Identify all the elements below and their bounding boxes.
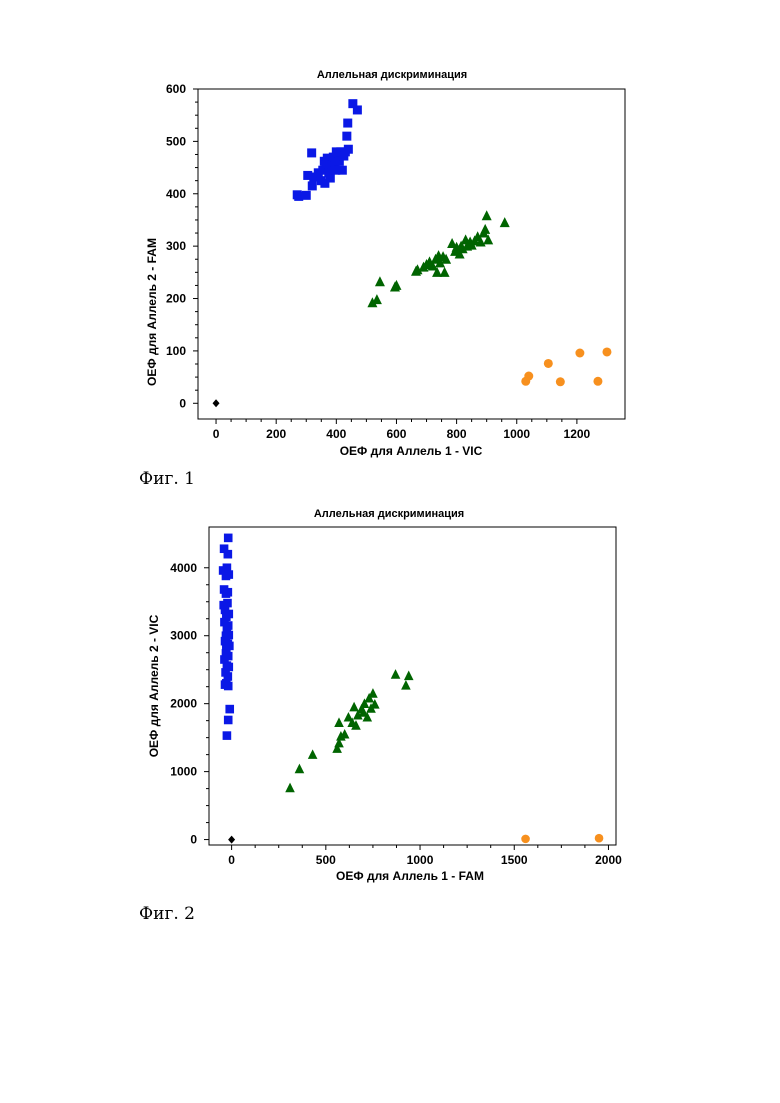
chart-1-x-axis-label: ОЕФ для Аллель 1 - VIC [340,444,483,458]
x-tick-label: 500 [316,853,336,867]
circle-marker [524,372,533,381]
y-tick-label: 600 [166,82,186,96]
y-tick-label: 3000 [170,629,197,643]
square-marker [224,588,233,597]
triangle-marker [349,702,359,712]
chart-1-plot-frame [198,89,625,419]
y-tick-label: 0 [190,833,197,847]
triangle-marker [440,267,450,277]
square-marker [326,174,335,183]
x-tick-label: 1000 [503,427,530,441]
diamond-marker [213,399,220,407]
circle-marker [593,377,602,386]
y-tick-label: 2000 [170,697,197,711]
chart-2: Аллельная дискриминация 0 500 1000 1500 2000… [0,500,780,890]
square-marker [224,550,233,559]
triangle-marker [500,217,510,227]
chart-2-points [219,534,604,844]
triangle-marker [391,669,401,679]
chart-1-points [213,99,612,407]
x-tick-label: 2000 [595,853,622,867]
square-marker [224,716,233,725]
square-marker [221,680,230,689]
square-marker [224,534,233,543]
square-marker [344,145,353,154]
triangle-marker [391,280,401,290]
chart-2-plot-frame [209,527,616,845]
square-marker [225,642,234,651]
triangle-marker [401,680,411,690]
circle-marker [544,359,553,368]
x-tick-label: 1000 [407,853,434,867]
chart-1-title: Аллельная дискриминация [317,69,467,81]
square-marker [307,148,316,157]
chart-2-ticks: 0 500 1000 1500 2000 0 1000 2000 3000 4000 [170,561,622,867]
chart-2-x-axis-label: ОЕФ для Аллель 1 - FAM [336,869,484,883]
triangle-marker [480,224,490,234]
circle-marker [575,349,584,358]
y-tick-label: 100 [166,344,186,358]
triangle-marker [482,210,492,220]
y-tick-label: 0 [179,396,186,410]
x-tick-label: 1500 [501,853,528,867]
chart-2-y-axis-label: ОЕФ для Аллель 2 - VIC [147,614,161,757]
y-tick-label: 300 [166,239,186,253]
circle-marker [521,835,530,844]
circle-marker [602,347,611,356]
triangle-marker [285,783,295,793]
chart-1-ticks: 0 200 400 600 800 1000 1200 0 100 200 300 400 500 600 [166,82,591,441]
x-tick-label: 1200 [564,427,591,441]
triangle-marker [334,717,344,727]
triangle-marker [375,276,385,286]
triangle-marker [295,764,305,774]
square-marker [343,119,352,128]
diamond-marker [228,836,235,844]
y-tick-label: 400 [166,187,186,201]
square-marker [224,570,233,579]
y-tick-label: 4000 [170,561,197,575]
triangle-marker [308,749,318,759]
chart-2-title: Аллельная дискриминация [314,508,464,520]
x-tick-label: 0 [228,853,235,867]
square-marker [308,181,317,190]
circle-marker [556,377,565,386]
y-tick-label: 500 [166,134,186,148]
chart-1-y-axis-label: ОЕФ для Аллель 2 - FAM [145,238,159,386]
triangle-marker [368,688,378,698]
triangle-marker [404,671,414,681]
square-marker [342,132,351,141]
square-marker [223,731,232,740]
chart-1: Аллельная дискриминация 0 200 400 600 800 100… [0,60,780,460]
square-marker [225,705,234,714]
figure-1-caption: Фиг. 1 [139,469,195,489]
circle-marker [595,834,604,843]
figure-2-caption: Фиг. 2 [139,904,195,924]
square-marker [353,105,362,114]
x-tick-label: 0 [213,427,220,441]
y-tick-label: 200 [166,292,186,306]
x-tick-label: 800 [447,427,467,441]
x-tick-label: 600 [386,427,406,441]
square-marker [338,166,347,175]
triangle-marker [372,294,382,304]
square-marker [302,191,311,200]
x-tick-label: 400 [326,427,346,441]
x-tick-label: 200 [266,427,286,441]
y-tick-label: 1000 [170,765,197,779]
